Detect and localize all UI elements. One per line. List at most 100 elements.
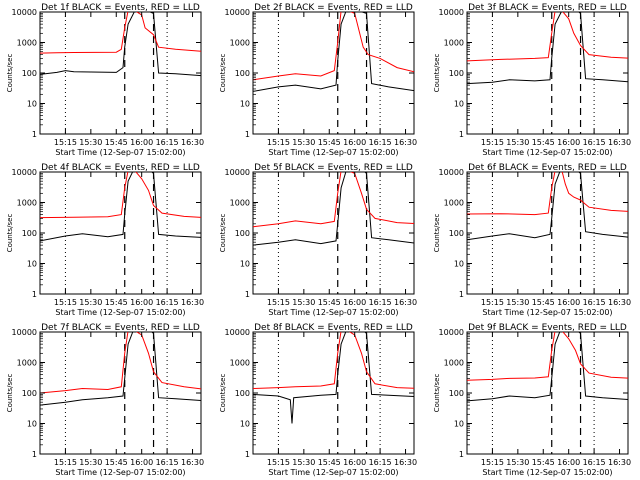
y-tick-label: 10: [27, 420, 37, 429]
x-tick-label: 16:15: [156, 138, 179, 147]
x-tick-label: 15:15: [267, 298, 290, 307]
x-tick-label: 16:30: [394, 298, 417, 307]
y-tick-label: 100: [449, 229, 464, 238]
y-tick-label: 100: [235, 69, 250, 78]
x-axis-label: Start Time (12-Sep-07 15:02:00): [268, 468, 398, 477]
x-tick-label: 15:15: [54, 458, 77, 467]
plot-frame: [466, 171, 629, 295]
events-series-line: [253, 172, 414, 246]
plot-frame: [39, 11, 202, 135]
x-tick-label: 15:15: [481, 458, 504, 467]
y-tick-label: 1: [32, 450, 37, 459]
x-tick-label: 16:00: [130, 298, 153, 307]
x-tick-label: 16:30: [181, 298, 204, 307]
x-tick-label: 16:30: [608, 458, 631, 467]
y-tick-label: 1000: [444, 39, 464, 48]
panel-title: Det 9f BLACK = Events, RED = LLD: [468, 323, 627, 333]
plot-frame: [252, 11, 415, 135]
x-axis-label: Start Time (12-Sep-07 15:02:00): [482, 308, 612, 317]
panel-det-1: Det 1f BLACK = Events, RED = LLD 1 10 100 10…: [6, 3, 204, 157]
panel-title: Det 1f BLACK = Events, RED = LLD: [41, 3, 200, 13]
y-tick-label: 1000: [444, 359, 464, 368]
events-series-line: [467, 332, 628, 402]
x-axis-label: Start Time (12-Sep-07 15:02:00): [268, 308, 398, 317]
x-tick-label: 16:00: [343, 458, 366, 467]
x-tick-label: 16:30: [608, 298, 631, 307]
x-tick-label: 16:00: [130, 138, 153, 147]
x-tick-label: 15:30: [292, 458, 315, 467]
panel-det-3: Det 3f BLACK = Events, RED = LLD 1 10 100 10…: [433, 3, 631, 157]
x-tick-label: 16:15: [369, 138, 392, 147]
events-series-line: [253, 12, 414, 92]
y-tick-label: 10: [454, 420, 464, 429]
y-tick-label: 100: [22, 69, 37, 78]
x-axis-label: Start Time (12-Sep-07 15:02:00): [55, 468, 185, 477]
y-tick-label: 10000: [225, 168, 250, 177]
panel-det-5: Det 5f BLACK = Events, RED = LLD 1 10 100 10…: [219, 163, 417, 317]
events-series-line: [40, 12, 201, 77]
x-tick-label: 15:45: [105, 458, 128, 467]
lld-series-line: [253, 12, 414, 81]
events-series-line: [40, 172, 201, 242]
plot-frame: [252, 171, 415, 295]
y-tick-label: 100: [449, 69, 464, 78]
x-tick-label: 15:15: [267, 458, 290, 467]
panel-title: Det 2f BLACK = Events, RED = LLD: [254, 3, 413, 13]
y-tick-label: 10000: [439, 328, 464, 337]
lld-series-line: [467, 12, 628, 62]
y-axis-label: Counts/sec: [6, 214, 14, 253]
y-tick-label: 10000: [439, 168, 464, 177]
x-tick-label: 15:15: [267, 138, 290, 147]
lld-series-line: [253, 332, 414, 389]
y-tick-label: 10: [240, 420, 250, 429]
x-tick-label: 15:45: [105, 138, 128, 147]
x-tick-label: 15:30: [292, 138, 315, 147]
panel-det-6: Det 6f BLACK = Events, RED = LLD 1 10 100 10…: [433, 163, 631, 317]
panel-title: Det 5f BLACK = Events, RED = LLD: [254, 163, 413, 173]
y-axis-label: Counts/sec: [6, 374, 14, 413]
y-axis-label: Counts/sec: [219, 54, 227, 93]
y-tick-label: 1: [245, 290, 250, 299]
y-tick-label: 10000: [12, 328, 37, 337]
y-tick-label: 10000: [12, 168, 37, 177]
y-tick-label: 1: [245, 130, 250, 139]
x-axis-label: Start Time (12-Sep-07 15:02:00): [55, 308, 185, 317]
x-tick-label: 15:15: [481, 298, 504, 307]
x-tick-label: 15:15: [54, 298, 77, 307]
x-tick-label: 15:45: [318, 458, 341, 467]
x-tick-label: 15:15: [54, 138, 77, 147]
x-tick-label: 16:30: [181, 138, 204, 147]
y-tick-label: 1: [245, 450, 250, 459]
panel-det-7: Det 7f BLACK = Events, RED = LLD 1 10 100 10…: [6, 323, 204, 477]
panel-title: Det 6f BLACK = Events, RED = LLD: [468, 163, 627, 173]
lld-series-line: [253, 172, 414, 228]
y-tick-label: 10000: [439, 8, 464, 17]
panel-title: Det 7f BLACK = Events, RED = LLD: [41, 323, 200, 333]
x-tick-label: 16:30: [394, 138, 417, 147]
y-axis-label: Counts/sec: [219, 374, 227, 413]
events-series-line: [467, 12, 628, 85]
x-axis-label: Start Time (12-Sep-07 15:02:00): [268, 148, 398, 157]
y-tick-label: 10000: [12, 8, 37, 17]
x-tick-label: 16:15: [369, 298, 392, 307]
panel-det-9: Det 9f BLACK = Events, RED = LLD 1 10 100 10…: [433, 323, 631, 477]
panel-title: Det 3f BLACK = Events, RED = LLD: [468, 3, 627, 13]
x-tick-label: 15:30: [506, 298, 529, 307]
y-axis-label: Counts/sec: [6, 54, 14, 93]
y-tick-label: 1000: [17, 359, 37, 368]
y-tick-label: 10: [27, 100, 37, 109]
lld-series-line: [467, 332, 628, 381]
x-tick-label: 15:45: [532, 298, 555, 307]
x-tick-label: 16:15: [156, 298, 179, 307]
x-tick-label: 16:00: [130, 458, 153, 467]
y-tick-label: 1000: [230, 39, 250, 48]
x-tick-label: 15:30: [79, 298, 102, 307]
x-tick-label: 15:45: [532, 458, 555, 467]
x-tick-label: 16:00: [343, 298, 366, 307]
y-tick-label: 10: [454, 260, 464, 269]
plot-frame: [252, 331, 415, 455]
y-tick-label: 10: [240, 100, 250, 109]
x-tick-label: 16:00: [557, 458, 580, 467]
y-tick-label: 100: [235, 229, 250, 238]
